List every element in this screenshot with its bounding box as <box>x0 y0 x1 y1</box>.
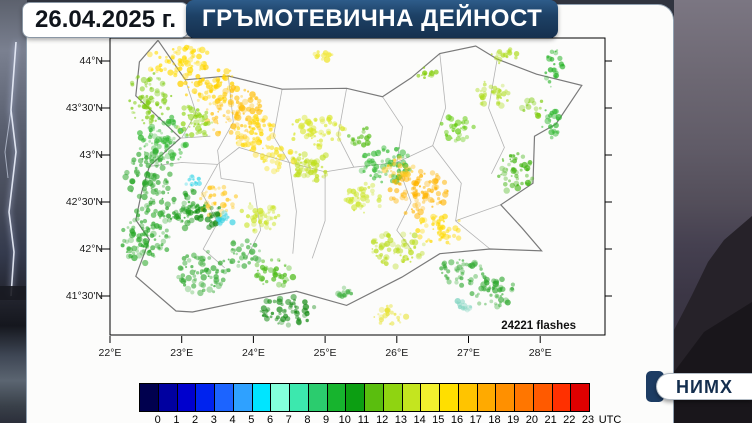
colorbar-segment <box>308 384 328 411</box>
colorbar-hour-label: 0 <box>154 414 161 423</box>
colorbar-segment <box>158 384 178 411</box>
colorbar-segment <box>271 384 290 411</box>
colorbar-hour-label: 1 <box>173 414 180 423</box>
colorbar-hour-label: 14 <box>413 414 426 423</box>
colorbar-hour-label: 22 <box>563 414 576 423</box>
colorbar-segment <box>515 384 534 411</box>
colorbar-hour-label: 9 <box>323 414 330 423</box>
colorbar-hour-label: 4 <box>229 414 236 423</box>
colorbar-hour-label: 10 <box>338 414 351 423</box>
colorbar-segment <box>290 384 309 411</box>
colorbar-segment <box>252 384 272 411</box>
colorbar-segment <box>571 384 589 411</box>
colorbar-hour-label: 23 <box>581 414 595 423</box>
colorbar-hour-label: 16 <box>450 414 464 423</box>
map-panel <box>26 4 674 423</box>
colorbar-segment <box>402 384 422 411</box>
colorbar-segment <box>383 384 403 411</box>
colorbar-segment <box>327 384 347 411</box>
colorbar-segment <box>421 384 440 411</box>
pier-silhouette <box>0 286 27 300</box>
colorbar-hour-label: 13 <box>394 414 408 423</box>
colorbar-segment <box>440 384 459 411</box>
colorbar-hour-label: 19 <box>507 414 520 423</box>
colorbar-segment <box>458 384 478 411</box>
colorbar-hour-label: 5 <box>248 414 255 423</box>
colorbar-hour-label: 18 <box>488 414 501 423</box>
colorbar-hour-label: 3 <box>210 414 217 423</box>
utc-hour-colorbar <box>139 383 590 412</box>
colorbar-hour-label: 17 <box>469 414 482 423</box>
background-mountain-photo <box>674 0 752 423</box>
colorbar-segment <box>552 384 572 411</box>
colorbar-hour-label: 6 <box>266 414 274 423</box>
colorbar-segment <box>365 384 384 411</box>
colorbar-segment <box>533 384 553 411</box>
background-storm-photo <box>0 0 27 423</box>
colorbar-segment <box>477 384 497 411</box>
colorbar-segment <box>140 384 159 411</box>
colorbar-segment <box>177 384 197 411</box>
mountain-silhouette <box>674 216 752 423</box>
colorbar-segment <box>233 384 253 411</box>
colorbar-segment <box>196 384 215 411</box>
colorbar-hour-label: 12 <box>376 414 389 423</box>
colorbar-hour-label: 7 <box>285 414 292 423</box>
colorbar-segment <box>346 384 365 411</box>
colorbar-hour-labels: 0 1 2 3 4 5 6 7 8 9 10 11 12 13 14 15 16 17 18 19 20 21 22 23 UT… <box>139 414 659 423</box>
colorbar-segment <box>496 384 515 411</box>
colorbar-unit-label: UTC <box>598 414 622 423</box>
lightning-bolt-icon <box>0 41 27 300</box>
colorbar-segment <box>215 384 234 411</box>
page-title: ГРЪМОТЕВИЧНА ДЕЙНОСТ <box>186 0 559 38</box>
colorbar-hour-label: 20 <box>525 414 539 423</box>
nimh-logo: НИМХ <box>656 373 752 400</box>
colorbar-hour-label: 15 <box>432 414 445 423</box>
colorbar-hour-label: 11 <box>357 414 370 423</box>
date-badge: 26.04.2025 г. <box>22 2 190 38</box>
colorbar-hour-label: 2 <box>192 414 199 423</box>
colorbar-hour-label: 8 <box>304 414 311 423</box>
colorbar-hour-label: 21 <box>544 414 557 423</box>
